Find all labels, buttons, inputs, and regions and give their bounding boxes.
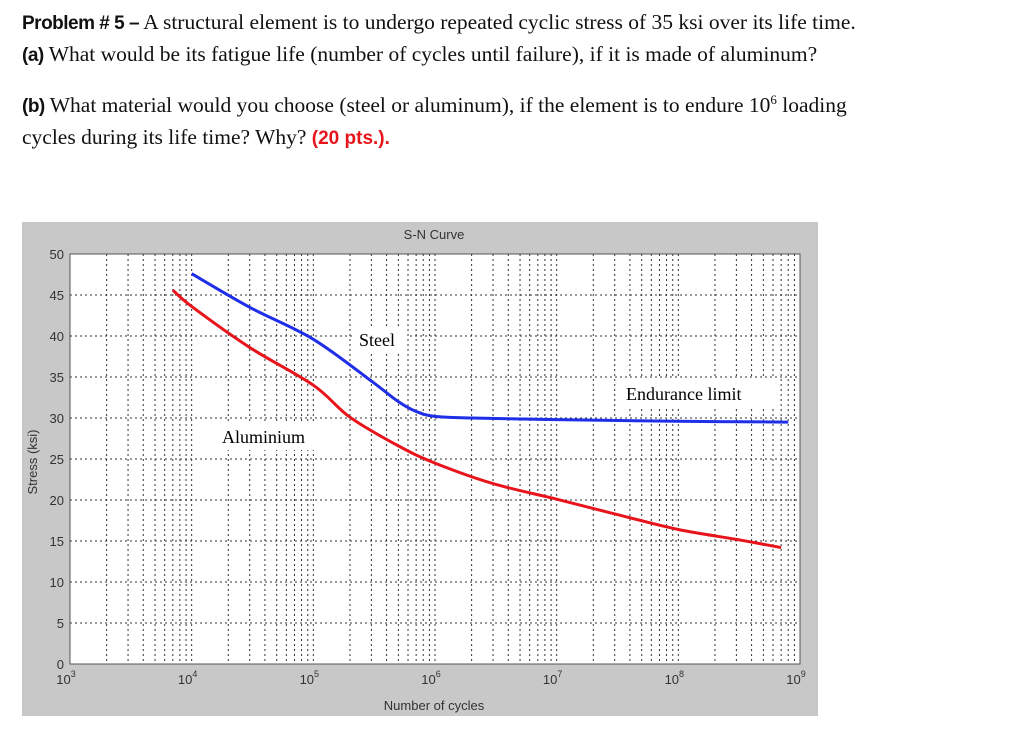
y-tick-label: 0 bbox=[57, 657, 64, 672]
y-tick-label: 50 bbox=[50, 247, 64, 262]
part-b-text: What material would you choose (steel or… bbox=[44, 93, 771, 118]
part-a-text: What would be its fatigue life (number o… bbox=[43, 42, 818, 66]
part-b-text-2: cycles during its life time? Why? bbox=[22, 125, 312, 149]
x-tick-label: 107 bbox=[543, 669, 562, 687]
grid bbox=[70, 254, 800, 664]
series-line-aluminium bbox=[171, 288, 782, 550]
series-lines bbox=[171, 272, 789, 550]
tick-labels: 0 5 10 15 20 25 30 35 40 45 50 103 104 105 106 107 108 10… bbox=[50, 247, 806, 687]
x-tick-label: 103 bbox=[56, 669, 75, 687]
y-tick-label: 5 bbox=[57, 616, 64, 631]
y-tick-label: 35 bbox=[50, 370, 64, 385]
x-tick-label: 106 bbox=[421, 669, 440, 687]
endurance-label-bg bbox=[620, 379, 774, 407]
problem-statement-line: Problem # 5 – A structural element is to… bbox=[22, 10, 856, 35]
series-line-steel bbox=[190, 272, 789, 424]
part-a: (a) What would be its fatigue life (numb… bbox=[22, 42, 817, 67]
chart-title: S-N Curve bbox=[404, 227, 465, 242]
y-tick-label: 20 bbox=[50, 493, 64, 508]
y-tick-label: 10 bbox=[50, 575, 64, 590]
y-axis-label: Stress (ksi) bbox=[25, 430, 40, 495]
y-tick-label: 15 bbox=[50, 534, 64, 549]
x-tick-label: 104 bbox=[178, 669, 197, 687]
points-label: (20 pts.). bbox=[311, 128, 390, 149]
endurance-limit-annotation: Endurance limit bbox=[626, 384, 741, 404]
part-b-label: (b) bbox=[22, 96, 45, 118]
problem-heading: Problem # 5 – bbox=[22, 13, 140, 34]
x-tick-label: 108 bbox=[665, 669, 684, 687]
aluminium-annotation: Aluminium bbox=[222, 427, 305, 447]
y-tick-label: 40 bbox=[50, 329, 64, 344]
part-a-label: (a) bbox=[22, 45, 44, 66]
chart-svg: S-N Curve Number of cycles Stress (ksi) … bbox=[25, 227, 806, 713]
sn-curve-chart: S-N Curve Number of cycles Stress (ksi) … bbox=[22, 222, 818, 716]
problem-text: A structural element is to undergo repea… bbox=[139, 10, 856, 34]
y-tick-label: 30 bbox=[50, 411, 64, 426]
part-b-text-end: loading bbox=[776, 93, 847, 118]
steel-label-bg bbox=[355, 326, 407, 352]
x-tick-label: 109 bbox=[786, 669, 805, 687]
part-b-exponent: 6 bbox=[770, 92, 777, 107]
part-b: (b) What material would you choose (stee… bbox=[22, 92, 847, 118]
x-axis-label: Number of cycles bbox=[384, 698, 485, 713]
y-tick-label: 45 bbox=[50, 288, 64, 303]
x-tick-label: 105 bbox=[300, 669, 319, 687]
steel-annotation: Steel bbox=[359, 330, 395, 350]
y-tick-label: 25 bbox=[50, 452, 64, 467]
part-b-line2: cycles during its life time? Why? (20 pt… bbox=[22, 125, 390, 150]
aluminium-label-bg bbox=[218, 424, 328, 450]
